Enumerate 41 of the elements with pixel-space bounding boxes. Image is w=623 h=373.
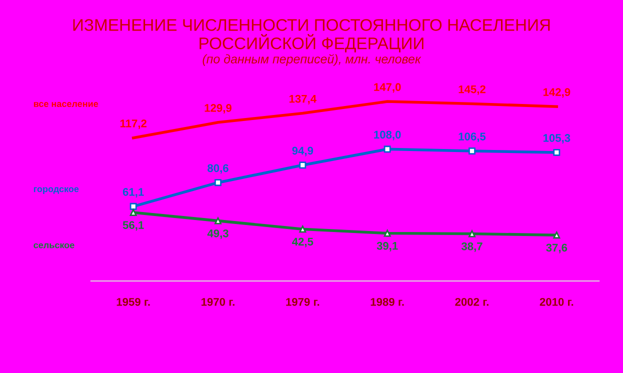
data-label: 61,1 (122, 188, 144, 198)
data-label: 94,9 (292, 146, 314, 156)
point (299, 162, 306, 169)
data-label: 117,2 (120, 120, 146, 129)
x-tick-label: 1979 г. (286, 298, 320, 306)
data-label: 80,6 (208, 164, 228, 174)
data-label: 129,9 (204, 104, 232, 114)
point (468, 230, 476, 238)
text: городское (34, 187, 79, 194)
point (299, 226, 306, 233)
x-tick-label: 2010 г. (540, 298, 574, 306)
data-label: 106,5 (458, 132, 486, 142)
x-tick-label: 1970 г. (201, 298, 234, 306)
point (214, 217, 222, 224)
x-tick-label: 1989 г. (370, 298, 404, 306)
data-label: 56,1 (122, 221, 144, 231)
data-label: 142,9 (543, 88, 570, 98)
point (384, 146, 391, 153)
data-label: 137,4 (289, 94, 317, 104)
point (553, 148, 560, 156)
point (384, 230, 391, 237)
data-label: 147,0 (374, 83, 401, 93)
point (553, 232, 560, 239)
data-label: 105,3 (543, 134, 570, 144)
data-label: 38,7 (461, 242, 482, 252)
text: все население (34, 102, 98, 108)
chart-subtitle: (по данным переписей), млн. человек (202, 54, 422, 66)
text: сельское (34, 243, 74, 248)
data-label: 37,6 (546, 244, 568, 254)
point (130, 209, 137, 216)
chart-title: ИЗМЕНЕНИЕ ЧИСЛЕННОСТИ ПОСТОЯННОГО НАСЕЛЕНИЯ РОССИЙСКОЙ ФЕДЕРАЦИИ (73, 19, 550, 52)
x-tick-label: 1959 г. (116, 298, 150, 306)
point (468, 148, 476, 154)
data-label: 108,0 (374, 130, 401, 140)
x-tick-label: 2002 г. (455, 298, 488, 306)
point (130, 202, 137, 210)
data-label: 42,5 (292, 238, 314, 248)
data-label: 145,2 (458, 85, 486, 95)
point (214, 179, 222, 186)
data-label: 49,3 (207, 229, 228, 239)
data-label: 39,1 (376, 242, 398, 252)
